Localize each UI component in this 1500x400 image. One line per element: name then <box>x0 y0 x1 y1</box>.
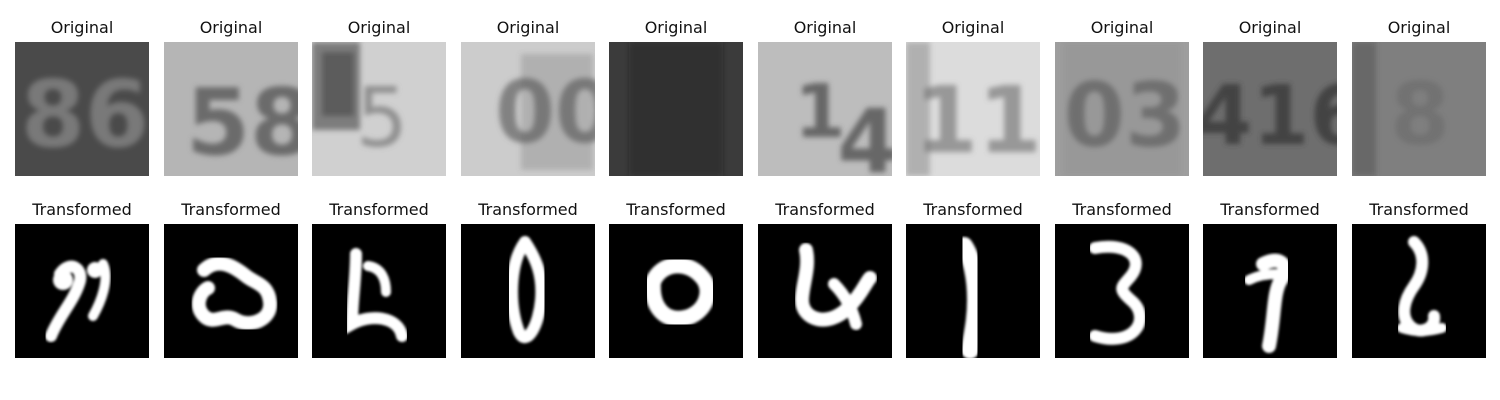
original-title: Original <box>50 18 114 37</box>
original-image-2-graphic: 58 <box>164 42 298 176</box>
original-image-10-graphic: 8 <box>1352 42 1486 176</box>
transformed-image-5-graphic <box>609 224 743 358</box>
transformed-image-8 <box>1055 224 1189 358</box>
transformed-image-10-graphic <box>1352 224 1486 358</box>
transformed-image-3-graphic <box>312 224 446 358</box>
original-image-9: 416 <box>1203 42 1337 176</box>
transformed-title: Transformed <box>181 200 281 219</box>
original-image-4: 00 <box>461 42 595 176</box>
original-image-3: 5 <box>312 42 446 176</box>
transformed-title: Transformed <box>478 200 578 219</box>
original-image-8: 03 <box>1055 42 1189 176</box>
transformed-image-10 <box>1352 224 1486 358</box>
transformed-title: Transformed <box>1072 200 1172 219</box>
transformed-title: Transformed <box>775 200 875 219</box>
original-title: Original <box>941 18 1005 37</box>
svg-text:86: 86 <box>21 61 149 168</box>
original-title: Original <box>1090 18 1154 37</box>
transformed-image-4-graphic <box>461 224 595 358</box>
original-image-6: 1 4 <box>758 42 892 176</box>
transformed-image-3 <box>312 224 446 358</box>
original-image-7: 11 <box>906 42 1040 176</box>
original-image-7-graphic: 11 <box>906 42 1040 176</box>
transformed-image-1-graphic <box>15 224 149 358</box>
svg-text:11: 11 <box>914 67 1040 174</box>
original-title: Original <box>793 18 857 37</box>
transformed-image-9-graphic <box>1203 224 1337 358</box>
original-image-6-graphic: 1 4 <box>758 42 892 176</box>
original-image-5 <box>609 42 743 176</box>
transformed-image-7-graphic <box>906 224 1040 358</box>
original-title: Original <box>644 18 708 37</box>
transformed-image-5 <box>609 224 743 358</box>
original-title: Original <box>1238 18 1302 37</box>
original-title: Original <box>199 18 263 37</box>
svg-text:416: 416 <box>1203 69 1337 164</box>
original-title: Original <box>347 18 411 37</box>
transformed-title: Transformed <box>1220 200 1320 219</box>
original-image-1-graphic: 86 <box>15 42 149 176</box>
svg-text:03: 03 <box>1064 64 1186 167</box>
original-image-4-graphic: 00 <box>461 42 595 176</box>
original-image-9-graphic: 416 <box>1203 42 1337 176</box>
transformed-image-4 <box>461 224 595 358</box>
original-image-10: 8 <box>1352 42 1486 176</box>
transformed-image-8-graphic <box>1055 224 1189 358</box>
original-title: Original <box>496 18 560 37</box>
transformed-image-6 <box>758 224 892 358</box>
transformed-image-6-graphic <box>758 224 892 358</box>
transformed-title: Transformed <box>32 200 132 219</box>
original-image-3-graphic: 5 <box>312 42 446 176</box>
original-image-5-graphic <box>609 42 743 176</box>
transformed-image-9 <box>1203 224 1337 358</box>
original-image-1: 86 <box>15 42 149 176</box>
transformed-title: Transformed <box>1369 200 1469 219</box>
original-image-2: 58 <box>164 42 298 176</box>
transformed-image-2 <box>164 224 298 358</box>
svg-text:8: 8 <box>1390 65 1450 165</box>
svg-text:1: 1 <box>794 69 846 155</box>
transformed-title: Transformed <box>626 200 726 219</box>
svg-text:58: 58 <box>186 69 298 176</box>
transformed-image-1 <box>15 224 149 358</box>
transformed-image-2-graphic <box>164 224 298 358</box>
transformed-image-7 <box>906 224 1040 358</box>
transformed-title: Transformed <box>329 200 429 219</box>
svg-text:4: 4 <box>837 90 892 176</box>
original-title: Original <box>1387 18 1451 37</box>
svg-text:5: 5 <box>356 71 408 166</box>
transformed-title: Transformed <box>923 200 1023 219</box>
original-image-8-graphic: 03 <box>1055 42 1189 176</box>
svg-text:00: 00 <box>495 63 595 163</box>
